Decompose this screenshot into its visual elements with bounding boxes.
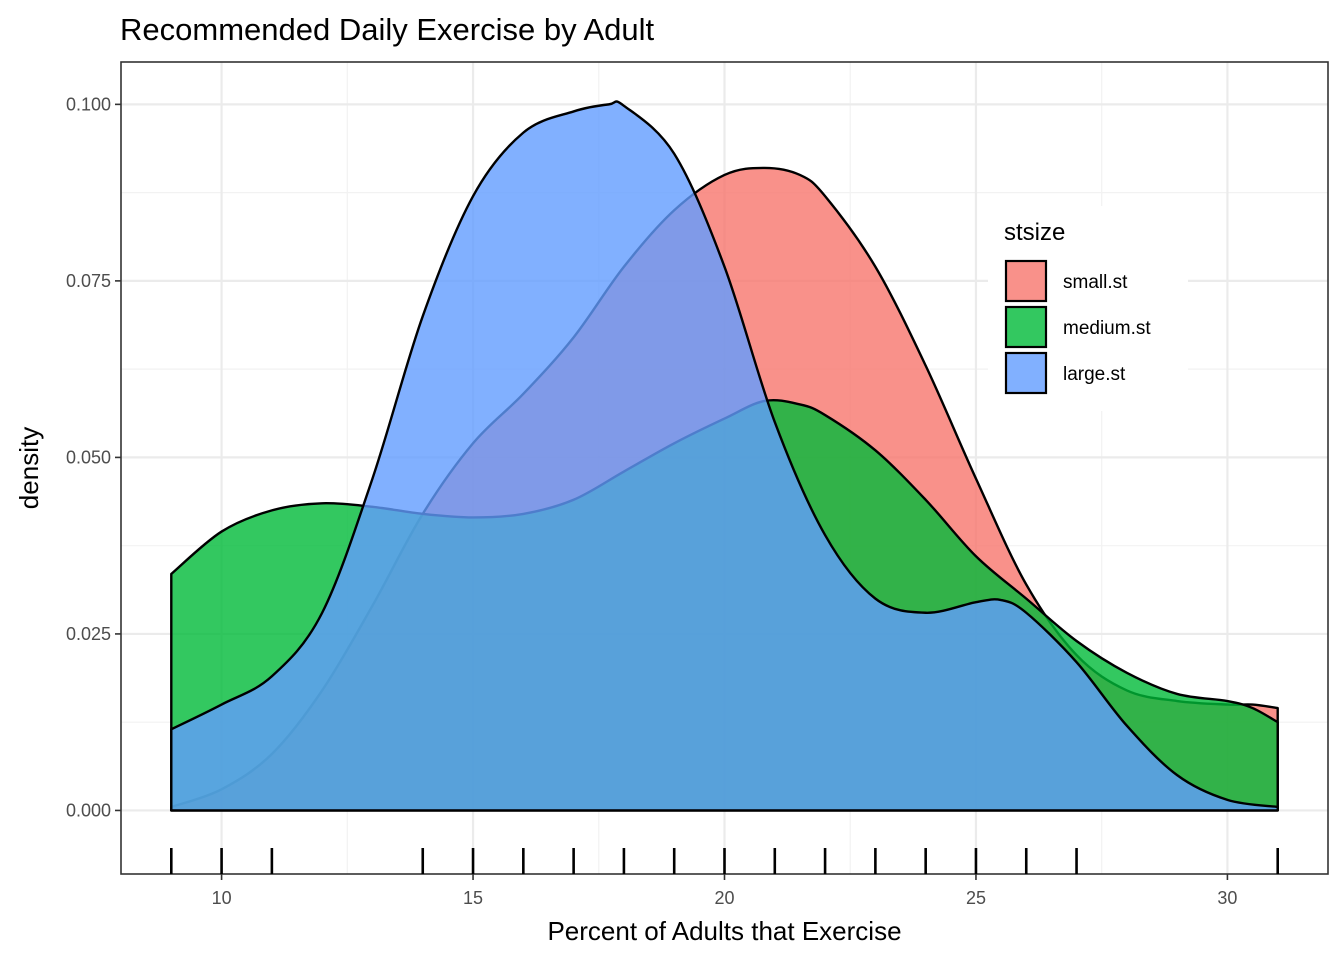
legend-title: stsize xyxy=(1004,219,1065,246)
x-tick-label: 25 xyxy=(966,888,986,908)
legend-label-small-st: small.st xyxy=(1063,272,1128,293)
density-area-large-st xyxy=(170,100,1279,812)
x-axis: 10 15 20 25 30 xyxy=(212,874,1237,908)
x-tick-label: 20 xyxy=(714,888,734,908)
x-tick-label: 10 xyxy=(212,888,232,908)
x-axis-title: Percent of Adults that Exercise xyxy=(547,916,901,946)
legend-label-medium-st: medium.st xyxy=(1063,318,1151,339)
y-tick-label: 0.050 xyxy=(66,447,111,467)
legend-label-large-st: large.st xyxy=(1063,364,1126,385)
legend-swatch-small-st xyxy=(1004,259,1048,303)
legend-items: small.st medium.st large.st xyxy=(1004,259,1151,395)
density-areas xyxy=(170,100,1279,812)
legend: stsize small.st medium.st large.st xyxy=(988,206,1188,411)
y-tick-label: 0.075 xyxy=(66,271,111,291)
y-tick-label: 0.000 xyxy=(66,800,111,820)
chart-title: Recommended Daily Exercise by Adult xyxy=(120,12,655,47)
legend-swatch-medium-st xyxy=(1004,305,1048,349)
y-axis-title: density xyxy=(14,427,44,509)
y-tick-label: 0.025 xyxy=(66,624,111,644)
legend-swatch-large-st xyxy=(1004,351,1048,395)
y-tick-label: 0.100 xyxy=(66,94,111,114)
rug-marks xyxy=(169,848,1280,874)
x-tick-label: 30 xyxy=(1217,888,1237,908)
x-tick-label: 15 xyxy=(463,888,483,908)
y-axis: 0.000 0.025 0.050 0.075 0.100 xyxy=(66,94,121,820)
